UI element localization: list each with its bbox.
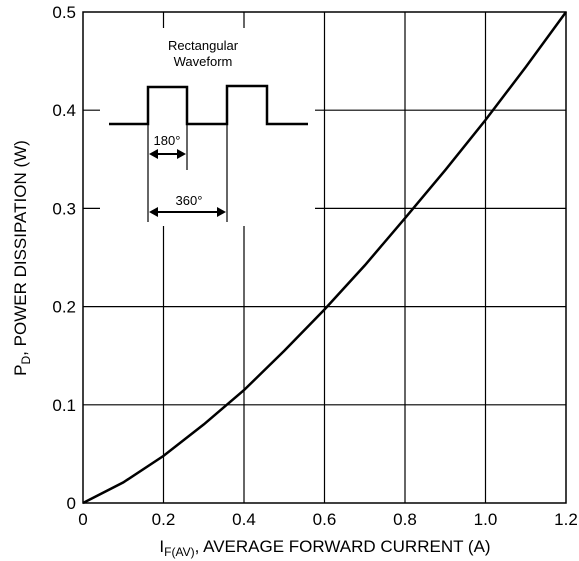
y-tick-label: 0: [67, 494, 76, 513]
power-dissipation-curve: [82, 11, 568, 505]
y-axis-title: PD, POWER DISSIPATION (W): [11, 140, 33, 376]
y-tick-label: 0.4: [52, 101, 76, 120]
x-tick-labels: 0 0.2 0.4 0.6 0.8 1.0 1.2: [78, 510, 578, 529]
y-tick-labels: 0 0.1 0.2 0.3 0.4 0.5: [52, 3, 76, 513]
label-360: 360°: [176, 193, 203, 208]
inset-background: [100, 28, 315, 226]
y-tick-label: 0.3: [52, 199, 76, 218]
plot-frame: [82, 11, 567, 504]
label-180: 180°: [154, 133, 181, 148]
y-tick-label: 0.1: [52, 396, 76, 415]
arrow-180-head-right: [177, 149, 186, 159]
inset-title-line1: Rectangular: [168, 38, 239, 53]
x-tick-label: 0: [78, 510, 87, 529]
x-axis-title-main: I: [159, 537, 164, 556]
y-axis-title-rest: , POWER DISSIPATION (W): [11, 140, 30, 356]
y-tick-label: 0.2: [52, 298, 76, 317]
y-tick-label: 0.5: [52, 3, 76, 22]
x-tick-label: 0.8: [393, 510, 417, 529]
x-tick-label: 0.6: [313, 510, 337, 529]
x-axis-title-rest: , AVERAGE FORWARD CURRENT (A): [195, 537, 491, 556]
waveform-inset: Rectangular Waveform 180° 360°: [100, 28, 315, 226]
arrow-360-head-right: [217, 207, 226, 217]
y-axis-title-main: P: [11, 364, 30, 375]
x-tick-label: 1.0: [474, 510, 498, 529]
rectangular-waveform: [109, 84, 308, 126]
x-tick-label: 1.2: [554, 510, 578, 529]
y-axis-title-subscript: D: [19, 355, 33, 364]
arrow-180-head-left: [149, 149, 158, 159]
arrow-360-head-left: [149, 207, 158, 217]
x-axis-title-subscript: F(AV): [164, 545, 194, 559]
x-tick-label: 0.4: [232, 510, 256, 529]
inset-title-line2: Waveform: [174, 54, 233, 69]
x-tick-label: 0.2: [152, 510, 176, 529]
x-axis-title: IF(AV), AVERAGE FORWARD CURRENT (A): [159, 537, 490, 559]
